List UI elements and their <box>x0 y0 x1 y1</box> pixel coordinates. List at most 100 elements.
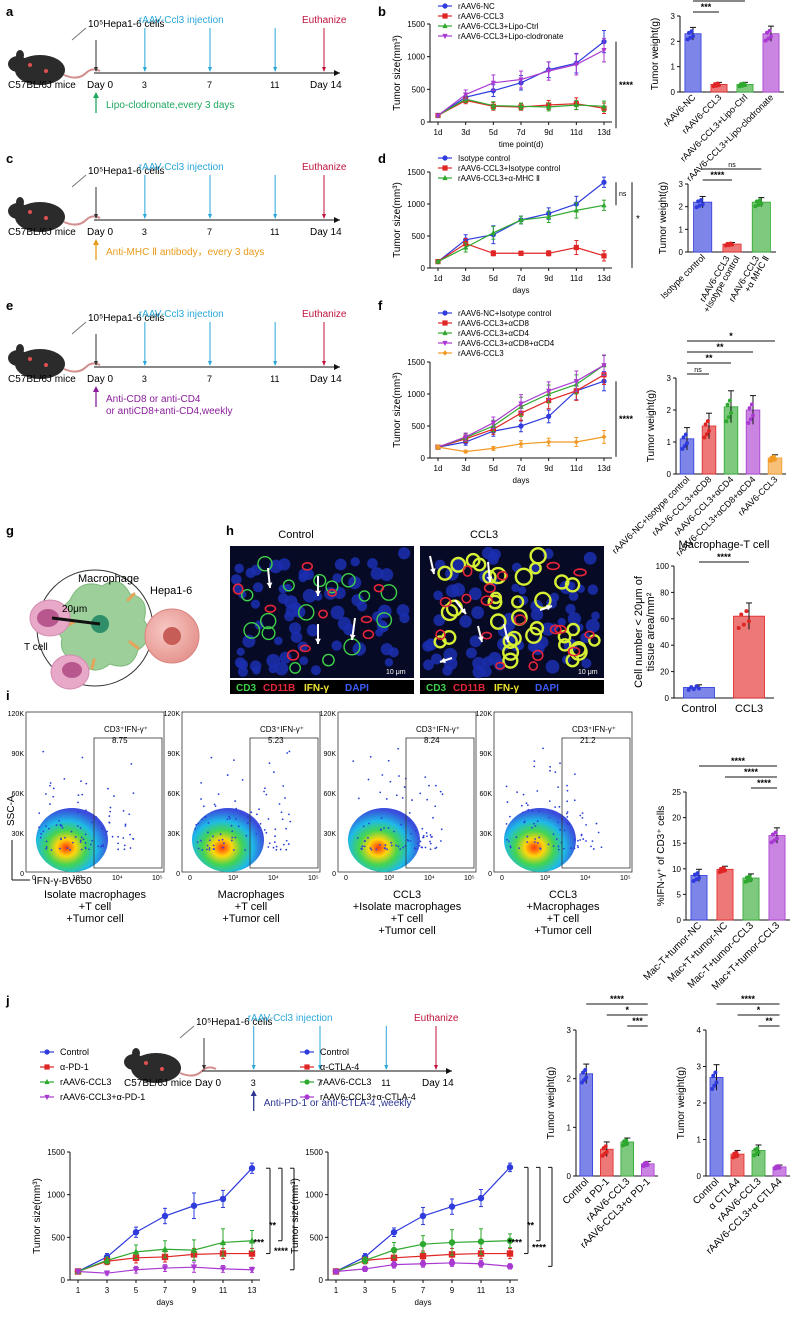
flow-event <box>426 835 428 838</box>
data-dot <box>624 1138 629 1143</box>
flow-event <box>217 793 220 796</box>
flow-event <box>558 805 561 808</box>
flow-x-tick: 0 <box>500 875 504 882</box>
dapi-nucleus <box>331 640 342 651</box>
flow-event <box>122 809 125 812</box>
gate-label: CD3⁺IFN-γ⁺ <box>260 725 304 734</box>
data-dot <box>697 875 701 880</box>
flow-event <box>124 825 127 827</box>
data-point <box>390 1261 398 1268</box>
data-point <box>546 439 552 445</box>
scheme-d14-label: Day 14 <box>310 374 342 385</box>
dapi-nucleus <box>549 592 560 602</box>
flow-event <box>441 793 444 796</box>
x-axis-label: days <box>513 286 530 295</box>
flow-event <box>106 830 109 833</box>
legend-label: rAAV6-CCL3+αCD8 <box>458 319 529 328</box>
x-tick-label: 13d <box>597 464 610 473</box>
data-dot <box>773 830 778 835</box>
data-point <box>463 92 469 98</box>
x-tick-label: 7d <box>517 128 526 137</box>
distance-line <box>51 616 101 626</box>
dapi-nucleus <box>488 651 502 666</box>
flow-event <box>61 826 64 829</box>
data-point <box>490 445 496 451</box>
data-dot <box>756 1150 761 1155</box>
legend-label: rAAV6-CCL3 <box>458 12 504 21</box>
flow-event <box>534 825 537 827</box>
flow-event <box>369 755 372 758</box>
scheme-d7-label: 7 <box>317 1078 322 1088</box>
data-point <box>546 68 552 75</box>
y-tick-label: 0 <box>677 916 682 925</box>
data-dot <box>730 242 734 247</box>
sig-label: * <box>729 331 733 341</box>
flow-event <box>440 828 443 831</box>
scheme-d11-label: 11 <box>270 227 279 237</box>
y-tick-label: 500 <box>412 422 426 431</box>
flow-event <box>554 771 557 774</box>
injection-arrowhead <box>273 361 278 366</box>
scheme-euthanize-label: Euthanize <box>302 15 347 26</box>
mouse-tumor <box>44 69 48 73</box>
data-point <box>304 1079 310 1085</box>
sig-label: **** <box>757 778 772 788</box>
h-title-ccl3: CCL3 <box>470 529 498 541</box>
flow-event <box>547 843 550 846</box>
data-point <box>361 1265 369 1273</box>
flow-event <box>548 816 551 819</box>
dapi-nucleus <box>545 659 560 674</box>
flow-event <box>231 836 234 839</box>
stain-legend-control: CD3 CD11B IFN-γ DAPI <box>236 683 369 694</box>
data-dot <box>691 34 695 39</box>
flow-event <box>363 840 366 842</box>
flow-event <box>506 801 509 803</box>
flow-x-tick: 10⁴ <box>268 875 279 882</box>
data-point <box>546 388 552 394</box>
cd3-cell <box>322 653 335 667</box>
flow-event <box>402 846 404 849</box>
flow-event <box>285 848 288 851</box>
y-tick-label: 0 <box>319 1276 324 1285</box>
cd3-cell <box>240 588 254 602</box>
dapi-nucleus <box>384 658 394 667</box>
flow-event <box>379 828 382 831</box>
dapi-nucleus <box>343 623 355 636</box>
arrowhead-icon <box>315 590 321 596</box>
y-tick-label: 500 <box>412 85 426 94</box>
flow-event <box>582 838 585 840</box>
legend-label: rAAV6-CCL3+Lipo-clodronate <box>458 32 564 41</box>
data-point <box>219 1238 227 1246</box>
h-title-control: Control <box>278 529 313 541</box>
data-dot <box>681 435 686 440</box>
data-dot <box>757 198 762 203</box>
y-tick-label: 3 <box>671 12 676 21</box>
flow-event <box>409 840 412 842</box>
y-tick-label: 100 <box>656 562 670 571</box>
flow-event <box>363 845 366 848</box>
data-point <box>435 258 441 264</box>
data-dot <box>713 1070 718 1075</box>
flow-event <box>555 838 558 840</box>
condition-label: +Tumor cell <box>222 913 279 925</box>
flow-event <box>267 818 270 820</box>
flow-event <box>255 813 258 816</box>
condition-label: +Macrophages <box>526 901 600 913</box>
flow-event <box>411 799 413 801</box>
flow-event <box>123 844 126 847</box>
flow-x-tick: 0 <box>344 875 348 882</box>
flow-event <box>576 844 579 847</box>
mouse-tumor <box>28 63 32 67</box>
data-point <box>248 1237 256 1244</box>
flow-event <box>533 765 536 768</box>
flow-event <box>581 812 584 815</box>
flow-event <box>45 793 47 795</box>
dapi-nucleus <box>398 547 411 560</box>
data-point <box>463 434 469 440</box>
x-tick-label: 13 <box>506 1286 515 1295</box>
flow-event <box>208 848 211 851</box>
data-point <box>601 253 607 259</box>
flow-event <box>284 797 286 799</box>
dapi-nucleus <box>568 591 579 601</box>
